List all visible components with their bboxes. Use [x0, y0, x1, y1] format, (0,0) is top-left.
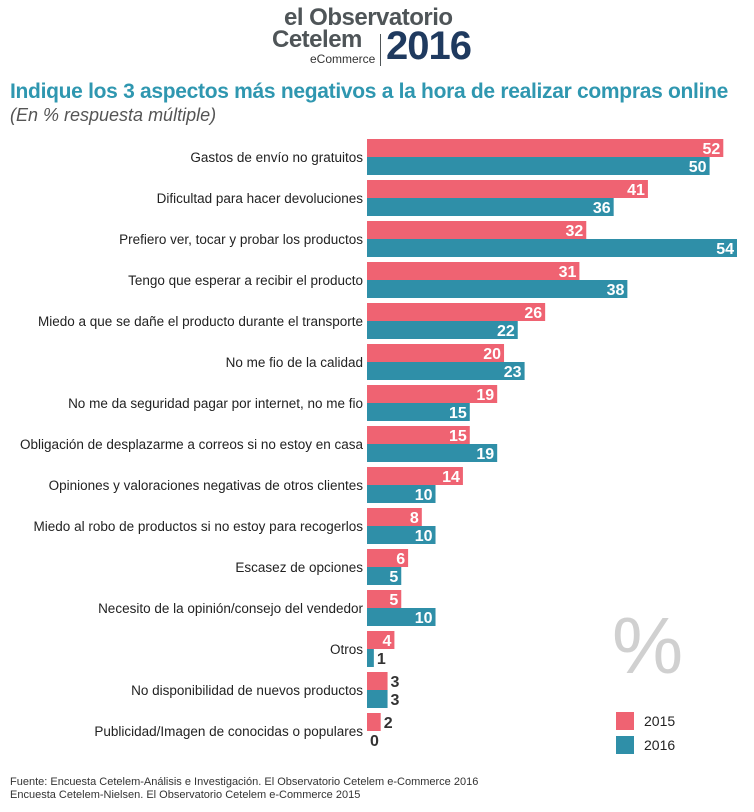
bar-2015: [367, 139, 724, 157]
value-label-2015: 5: [389, 592, 398, 609]
bar-2016: [367, 567, 402, 585]
category-label: Miedo al robo de productos si no estoy p…: [34, 519, 364, 534]
value-label-2016: 10: [415, 528, 433, 545]
logo-line1: el Observatorio: [284, 4, 453, 31]
bar-2016: [367, 649, 374, 667]
value-label-2016: 3: [391, 692, 400, 709]
category-label: Dificultad para hacer devoluciones: [157, 191, 364, 206]
bar-2015: [367, 672, 388, 690]
category-label: Gastos de envío no gratuitos: [190, 150, 363, 165]
bar-2016: [367, 608, 436, 626]
value-label-2015: 52: [702, 141, 720, 158]
value-label-2016: 23: [504, 364, 522, 381]
category-label: Tengo que esperar a recibir el producto: [128, 273, 363, 288]
category-label: Prefiero ver, tocar y probar los product…: [119, 232, 363, 247]
value-label-2015: 15: [449, 428, 467, 445]
chart-subtitle: (En % respuesta múltiple): [10, 105, 217, 125]
bar-2015: [367, 180, 648, 198]
bar-2016: [367, 444, 498, 462]
bar-2015: [367, 303, 546, 321]
logo-line3: eCommerce: [310, 52, 376, 66]
value-label-2016: 5: [389, 569, 398, 586]
value-label-2016: 10: [415, 487, 433, 504]
source-line-1: Fuente: Encuesta Cetelem-Análisis e Inve…: [10, 776, 479, 788]
value-label-2016: 19: [476, 446, 494, 463]
category-label: No disponibilidad de nuevos productos: [131, 683, 363, 698]
logo-year: 2016: [386, 24, 472, 68]
value-label-2015: 4: [383, 633, 392, 650]
value-label-2016: 36: [593, 200, 611, 217]
bar-2016: [367, 280, 628, 298]
bar-2015: [367, 221, 587, 239]
category-label: Publicidad/Imagen de conocidas o popular…: [94, 724, 363, 739]
category-label: No me fio de la calidad: [226, 355, 363, 370]
bar-2016: [367, 198, 614, 216]
value-label-2015: 26: [524, 305, 542, 322]
bar-2016: [367, 690, 388, 708]
value-label-2015: 32: [565, 223, 583, 240]
value-label-2015: 19: [476, 387, 494, 404]
value-label-2015: 6: [396, 551, 405, 568]
bar-2016: [367, 403, 470, 421]
bar-2015: [367, 508, 422, 526]
value-label-2015: 20: [483, 346, 501, 363]
bar-2015: [367, 713, 381, 731]
category-label: Necesito de la opinión/consejo del vende…: [98, 601, 363, 616]
bar-2016: [367, 321, 518, 339]
bar-2015: [367, 385, 498, 403]
source-note: Fuente: Encuesta Cetelem-Análisis e Inve…: [10, 776, 478, 802]
bar-2015: [367, 262, 580, 280]
observatorio-logo: el Observatorio Cetelem eCommerce 2016: [270, 4, 500, 68]
legend-item-2016: 2016: [616, 734, 675, 756]
value-label-2015: 8: [410, 510, 419, 527]
legend-label-2016: 2016: [644, 737, 676, 753]
chart-title: Indique los 3 aspectos más negativos a l…: [10, 80, 729, 103]
value-label-2016: 1: [377, 651, 386, 668]
value-label-2015: 3: [391, 674, 400, 691]
logo-separator: [380, 34, 381, 66]
category-label: Otros: [330, 642, 363, 657]
category-label: Escasez de opciones: [235, 560, 363, 575]
bar-2016: [367, 485, 436, 503]
category-label: Obligación de desplazarme a correos si n…: [20, 437, 363, 452]
percent-watermark: %: [612, 601, 684, 690]
category-label: Opiniones y valoraciones negativas de ot…: [49, 478, 364, 493]
bar-2016: [367, 239, 737, 257]
value-label-2015: 2: [384, 715, 393, 732]
bar-2015: [367, 467, 463, 485]
legend-swatch-2016: [616, 736, 634, 754]
bar-2015: [367, 590, 402, 608]
bar-2016: [367, 157, 710, 175]
value-label-2016: 22: [497, 323, 515, 340]
legend-swatch-2015: [616, 712, 634, 730]
source-line-2: Encuesta Cetelem-Nielsen. El Observatori…: [10, 789, 361, 801]
legend: 2015 2016: [616, 710, 675, 758]
bar-2016: [367, 526, 436, 544]
value-label-2015: 14: [442, 469, 460, 486]
value-label-2016: 54: [716, 241, 734, 258]
value-label-2015: 41: [627, 182, 645, 199]
category-label: Miedo a que se dañe el producto durante …: [38, 314, 363, 329]
value-label-2016: 0: [370, 733, 379, 750]
logo-line2: Cetelem: [272, 26, 362, 53]
value-label-2016: 38: [607, 282, 625, 299]
legend-label-2015: 2015: [644, 713, 676, 729]
value-label-2016: 10: [415, 610, 433, 627]
bar-2015: [367, 344, 505, 362]
bar-2015: [367, 631, 395, 649]
legend-item-2015: 2015: [616, 710, 675, 732]
bar-2016: [367, 362, 525, 380]
value-label-2016: 50: [689, 159, 707, 176]
bar-2015: [367, 426, 470, 444]
value-label-2016: 15: [449, 405, 467, 422]
value-label-2015: 31: [559, 264, 577, 281]
category-label: No me da seguridad pagar por internet, n…: [68, 396, 363, 411]
bar-2015: [367, 549, 409, 567]
